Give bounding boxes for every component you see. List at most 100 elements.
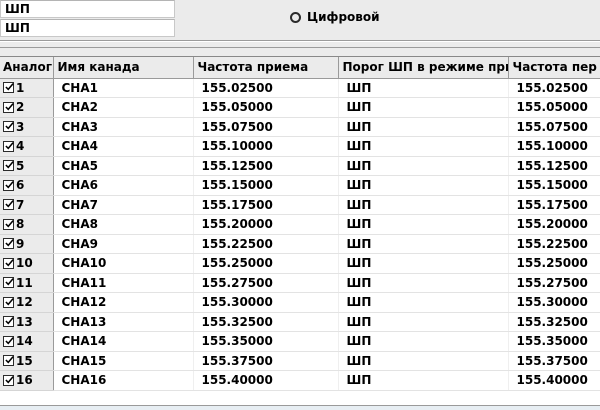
- cell-analog[interactable]: 5: [0, 156, 54, 176]
- analog-checkbox[interactable]: [3, 257, 14, 269]
- table-row[interactable]: 8 CHA8 155.20000 ШП 155.20000: [0, 214, 600, 235]
- cell-channel-name[interactable]: CHA16: [53, 370, 194, 391]
- cell-tx-frequency[interactable]: 155.20000: [508, 214, 600, 235]
- cell-tx-frequency[interactable]: 155.32500: [508, 312, 600, 332]
- radio-button-icon[interactable]: [290, 11, 301, 23]
- analog-checkbox-wrap[interactable]: 4: [3, 140, 52, 152]
- table-row[interactable]: 15 CHA15 155.37500 ШП 155.37500: [0, 351, 600, 371]
- cell-rx-frequency[interactable]: 155.35000: [193, 331, 339, 352]
- cell-channel-name[interactable]: CHA8: [53, 214, 194, 235]
- cell-rx-frequency[interactable]: 155.20000: [193, 214, 339, 235]
- cell-rx-frequency[interactable]: 155.37500: [193, 351, 339, 371]
- analog-checkbox[interactable]: [3, 296, 14, 308]
- cell-rx-frequency[interactable]: 155.32500: [193, 312, 339, 332]
- cell-channel-name[interactable]: CHA14: [53, 331, 194, 352]
- table-row[interactable]: 4 CHA4 155.10000 ШП 155.10000: [0, 136, 600, 157]
- cell-channel-name[interactable]: CHA9: [53, 234, 194, 254]
- cell-tx-frequency[interactable]: 155.07500: [508, 117, 600, 137]
- analog-checkbox[interactable]: [3, 374, 14, 386]
- cell-tx-frequency[interactable]: 155.17500: [508, 195, 600, 215]
- analog-checkbox[interactable]: [3, 101, 14, 113]
- cell-analog[interactable]: 7: [0, 195, 54, 215]
- cell-rx-frequency[interactable]: 155.12500: [193, 156, 339, 176]
- table-row[interactable]: 11 CHA11 155.27500 ШП 155.27500: [0, 273, 600, 293]
- analog-checkbox-wrap[interactable]: 3: [3, 121, 52, 133]
- cell-rx-frequency[interactable]: 155.02500: [193, 78, 339, 98]
- analog-checkbox-wrap[interactable]: 15: [3, 355, 52, 367]
- cell-rx-frequency[interactable]: 155.40000: [193, 370, 339, 391]
- column-header-sq-threshold[interactable]: Порог ШП в режиме при: [338, 57, 509, 79]
- cell-tx-frequency[interactable]: 155.25000: [508, 253, 600, 274]
- cell-channel-name[interactable]: CHA2: [53, 97, 194, 118]
- cell-analog[interactable]: 15: [0, 351, 54, 371]
- analog-checkbox-wrap[interactable]: 1: [3, 82, 52, 94]
- cell-squelch-threshold[interactable]: ШП: [338, 253, 509, 274]
- cell-analog[interactable]: 11: [0, 273, 54, 293]
- table-row[interactable]: 6 CHA6 155.15000 ШП 155.15000: [0, 175, 600, 196]
- table-row[interactable]: 14 CHA14 155.35000 ШП 155.35000: [0, 331, 600, 352]
- cell-channel-name[interactable]: CHA7: [53, 195, 194, 215]
- column-header-name[interactable]: Имя канада: [53, 57, 194, 79]
- cell-channel-name[interactable]: CHA11: [53, 273, 194, 293]
- analog-checkbox[interactable]: [3, 140, 14, 152]
- column-header-tx-freq[interactable]: Частота пер: [508, 57, 600, 79]
- analog-checkbox[interactable]: [3, 199, 14, 211]
- cell-rx-frequency[interactable]: 155.17500: [193, 195, 339, 215]
- cell-tx-frequency[interactable]: 155.30000: [508, 292, 600, 313]
- cell-analog[interactable]: 14: [0, 331, 54, 352]
- cell-rx-frequency[interactable]: 155.10000: [193, 136, 339, 157]
- analog-checkbox-wrap[interactable]: 16: [3, 374, 52, 386]
- cell-tx-frequency[interactable]: 155.40000: [508, 370, 600, 391]
- cell-channel-name[interactable]: CHA3: [53, 117, 194, 137]
- squelch-field-2[interactable]: ШП: [0, 19, 175, 37]
- cell-squelch-threshold[interactable]: ШП: [338, 214, 509, 235]
- cell-channel-name[interactable]: CHA5: [53, 156, 194, 176]
- table-row[interactable]: 1 CHA1 155.02500 ШП 155.02500: [0, 78, 600, 98]
- cell-rx-frequency[interactable]: 155.25000: [193, 253, 339, 274]
- cell-squelch-threshold[interactable]: ШП: [338, 331, 509, 352]
- cell-analog[interactable]: 2: [0, 97, 54, 118]
- cell-tx-frequency[interactable]: 155.15000: [508, 175, 600, 196]
- cell-tx-frequency[interactable]: 155.02500: [508, 78, 600, 98]
- cell-squelch-threshold[interactable]: ШП: [338, 156, 509, 176]
- cell-analog[interactable]: 10: [0, 253, 54, 274]
- analog-checkbox-wrap[interactable]: 12: [3, 296, 52, 308]
- squelch-field-1[interactable]: ШП: [0, 0, 175, 18]
- cell-squelch-threshold[interactable]: ШП: [338, 273, 509, 293]
- cell-tx-frequency[interactable]: 155.10000: [508, 136, 600, 157]
- cell-tx-frequency[interactable]: 155.22500: [508, 234, 600, 254]
- analog-checkbox[interactable]: [3, 218, 14, 230]
- cell-squelch-threshold[interactable]: ШП: [338, 312, 509, 332]
- cell-squelch-threshold[interactable]: ШП: [338, 97, 509, 118]
- cell-rx-frequency[interactable]: 155.22500: [193, 234, 339, 254]
- cell-channel-name[interactable]: CHA12: [53, 292, 194, 313]
- cell-squelch-threshold[interactable]: ШП: [338, 292, 509, 313]
- table-row[interactable]: 10 CHA10 155.25000 ШП 155.25000: [0, 253, 600, 274]
- column-header-rx-freq[interactable]: Частота приема: [193, 57, 339, 79]
- cell-tx-frequency[interactable]: 155.27500: [508, 273, 600, 293]
- analog-checkbox-wrap[interactable]: 6: [3, 179, 52, 191]
- analog-checkbox[interactable]: [3, 160, 14, 172]
- analog-checkbox-wrap[interactable]: 7: [3, 199, 52, 211]
- table-row[interactable]: 7 CHA7 155.17500 ШП 155.17500: [0, 195, 600, 215]
- cell-analog[interactable]: 13: [0, 312, 54, 332]
- cell-rx-frequency[interactable]: 155.15000: [193, 175, 339, 196]
- cell-squelch-threshold[interactable]: ШП: [338, 117, 509, 137]
- analog-checkbox[interactable]: [3, 355, 14, 367]
- analog-checkbox-wrap[interactable]: 2: [3, 101, 52, 113]
- cell-channel-name[interactable]: CHA15: [53, 351, 194, 371]
- cell-channel-name[interactable]: CHA4: [53, 136, 194, 157]
- table-row[interactable]: 5 CHA5 155.12500 ШП 155.12500: [0, 156, 600, 176]
- cell-rx-frequency[interactable]: 155.30000: [193, 292, 339, 313]
- cell-squelch-threshold[interactable]: ШП: [338, 78, 509, 98]
- cell-analog[interactable]: 8: [0, 214, 54, 235]
- cell-squelch-threshold[interactable]: ШП: [338, 351, 509, 371]
- cell-tx-frequency[interactable]: 155.37500: [508, 351, 600, 371]
- analog-checkbox-wrap[interactable]: 14: [3, 335, 52, 347]
- cell-squelch-threshold[interactable]: ШП: [338, 370, 509, 391]
- cell-channel-name[interactable]: CHA13: [53, 312, 194, 332]
- cell-channel-name[interactable]: CHA10: [53, 253, 194, 274]
- cell-analog[interactable]: 3: [0, 117, 54, 137]
- cell-rx-frequency[interactable]: 155.05000: [193, 97, 339, 118]
- table-row[interactable]: 9 CHA9 155.22500 ШП 155.22500: [0, 234, 600, 254]
